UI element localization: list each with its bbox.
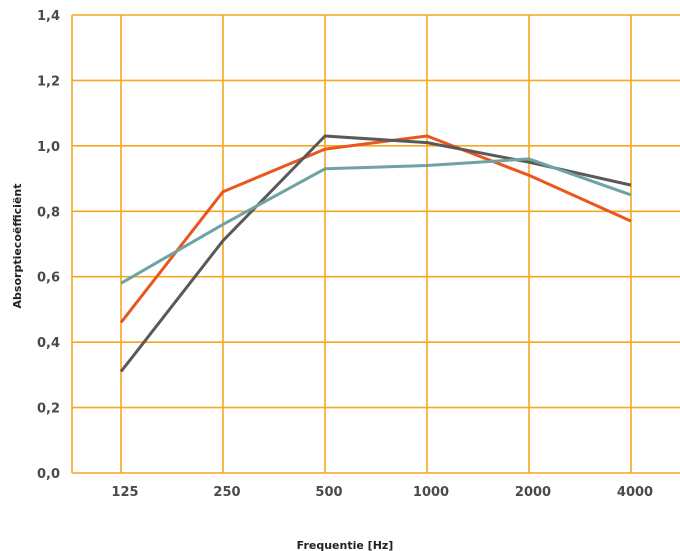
- grid: [71, 14, 680, 474]
- x-tick-label: 4000: [617, 485, 653, 500]
- series-line-2: [119, 134, 632, 373]
- x-tick-label: 125: [111, 485, 138, 500]
- y-tick-label: 0,2: [37, 402, 60, 417]
- y-tick-label: 1,2: [37, 74, 60, 89]
- series-line-3: [120, 157, 632, 285]
- series-line-1: [119, 134, 632, 324]
- x-tick-label: 250: [213, 485, 240, 500]
- y-tick-label: 0,8: [37, 205, 60, 220]
- series-lines: [119, 134, 632, 373]
- y-tick-label: 1,0: [37, 140, 60, 155]
- x-axis-title: Frequentie [Hz]: [297, 539, 394, 551]
- y-tick-label: 1,4: [37, 9, 60, 24]
- y-axis-title: Absorptiecoëfficiënt: [11, 184, 24, 309]
- y-tick-label: 0,0: [37, 467, 60, 482]
- x-tick-label: 500: [315, 485, 342, 500]
- y-tick-labels: 0,0 0,2 0,4 0,6 0,8 1,0 1,2 1,4: [37, 9, 60, 482]
- y-tick-label: 0,4: [37, 336, 60, 351]
- y-tick-label: 0,6: [37, 271, 60, 286]
- x-tick-label: 1000: [413, 485, 449, 500]
- x-tick-labels: 125 250 500 1000 2000 4000: [111, 485, 653, 500]
- x-tick-label: 2000: [515, 485, 551, 500]
